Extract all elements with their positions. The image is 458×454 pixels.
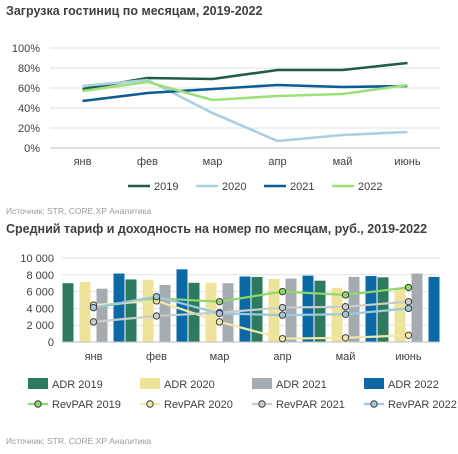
point-RevPAR 2020 bbox=[215, 318, 224, 326]
point-RevPAR 2020 bbox=[278, 334, 287, 343]
chart1-source: Источник: STR, CORE.XP Аналитика bbox=[6, 206, 152, 216]
y-tick-label: 40% bbox=[18, 103, 40, 115]
point-RevPAR 2021 bbox=[278, 303, 287, 312]
legend-label: RevPAR 2019 bbox=[52, 399, 121, 411]
x-tick-label: янв bbox=[85, 351, 103, 363]
bar-ADR 2019 bbox=[125, 279, 137, 342]
series-line-2020 bbox=[82, 78, 408, 143]
y-tick-label: 4 000 bbox=[26, 303, 54, 315]
point-RevPAR 2022 bbox=[152, 292, 161, 301]
bar-ADR 2022 bbox=[428, 276, 440, 342]
x-tick-label: май bbox=[336, 351, 356, 363]
point-RevPAR 2021 bbox=[152, 312, 161, 320]
point-RevPAR 2022 bbox=[341, 310, 350, 318]
legend-marker bbox=[146, 400, 154, 408]
chart2-source: Источник: STR, CORE.XP Аналитика bbox=[6, 436, 152, 446]
x-tick-label: мар bbox=[203, 156, 223, 168]
bar-ADR 2021 bbox=[411, 273, 423, 342]
legend-swatch bbox=[140, 378, 160, 389]
y-tick-label: 0 bbox=[48, 337, 54, 349]
bar-ADR 2021 bbox=[96, 288, 108, 342]
adr-revpar-combo-chart: 0 2 000 4 000 6 000 8 000 10 000 янв фев мар апр м… bbox=[20, 253, 457, 411]
point-RevPAR 2022 bbox=[89, 303, 98, 312]
bar-ADR 2021 bbox=[159, 284, 171, 342]
y-tick-label: 60% bbox=[18, 83, 40, 95]
y-tick-label: 80% bbox=[18, 63, 40, 75]
y-tick-label: 20% bbox=[18, 123, 40, 135]
legend-label: 2019 bbox=[154, 181, 178, 193]
point-RevPAR 2022 bbox=[404, 304, 413, 313]
point-RevPAR 2019 bbox=[278, 287, 287, 296]
bar-ADR 2022 bbox=[176, 269, 188, 342]
point-RevPAR 2021 bbox=[404, 297, 413, 306]
point-RevPAR 2019 bbox=[404, 283, 413, 292]
y-tick-label: 2 000 bbox=[26, 320, 54, 332]
x-tick-label: мар bbox=[210, 351, 230, 363]
occupancy-line-chart: 0% 20% 40% 60% 80% 100% янв фев мар апр май июнь 201… bbox=[12, 43, 440, 193]
point-RevPAR 2022 bbox=[215, 309, 224, 318]
series-line-2022 bbox=[82, 80, 408, 102]
legend-label: 2020 bbox=[222, 181, 246, 193]
y-tick-label: 0% bbox=[24, 143, 40, 155]
legend-marker bbox=[258, 400, 266, 408]
bar-ADR 2019 bbox=[314, 280, 326, 342]
series-line-RevPAR 2019 bbox=[93, 286, 409, 309]
x-tick-label: июнь bbox=[394, 156, 420, 168]
y-tick-label: 10 000 bbox=[20, 253, 54, 265]
bar-ADR 2021 bbox=[348, 276, 360, 342]
series-line-RevPAR 2022 bbox=[93, 295, 409, 317]
y-tick-label: 6 000 bbox=[26, 287, 54, 299]
series-line-RevPAR 2020 bbox=[93, 299, 409, 340]
series-line-RevPAR 2021 bbox=[93, 300, 409, 323]
series-line-2021 bbox=[82, 83, 408, 103]
bar-ADR 2020 bbox=[142, 279, 154, 342]
legend-label: ADR 2020 bbox=[164, 379, 215, 391]
legend-marker bbox=[370, 400, 378, 408]
legend-swatch bbox=[28, 378, 48, 389]
x-tick-label: фев bbox=[146, 351, 167, 363]
bar-ADR 2022 bbox=[239, 276, 251, 342]
chart2-title: Средний тариф и доходность на номер по м… bbox=[6, 222, 428, 236]
legend-swatch bbox=[252, 378, 272, 389]
legend-label: RevPAR 2020 bbox=[164, 399, 233, 411]
legend-label: RevPAR 2022 bbox=[388, 399, 457, 411]
bar-ADR 2021 bbox=[285, 278, 297, 342]
bar-ADR 2020 bbox=[79, 281, 91, 342]
point-RevPAR 2022 bbox=[278, 311, 287, 319]
y-tick-label: 100% bbox=[12, 43, 40, 55]
point-RevPAR 2020 bbox=[341, 334, 350, 342]
x-tick-label: фев bbox=[137, 156, 158, 168]
bar-ADR 2020 bbox=[268, 279, 280, 342]
x-tick-label: апр bbox=[268, 156, 286, 168]
x-tick-label: янв bbox=[74, 156, 92, 168]
bar-ADR 2022 bbox=[365, 276, 377, 342]
legend-label: RevPAR 2021 bbox=[276, 399, 345, 411]
legend-label: 2022 bbox=[358, 181, 382, 193]
legend-label: ADR 2021 bbox=[276, 379, 327, 391]
x-tick-label: май bbox=[333, 156, 353, 168]
bar-ADR 2019 bbox=[62, 283, 74, 342]
point-RevPAR 2019 bbox=[215, 297, 224, 306]
point-RevPAR 2019 bbox=[341, 291, 350, 299]
legend-label: ADR 2019 bbox=[52, 379, 103, 391]
bar-ADR 2020 bbox=[394, 287, 406, 342]
x-tick-label: июнь bbox=[395, 351, 421, 363]
chart1-title: Загрузка гостиниц по месяцам, 2019-2022 bbox=[6, 4, 263, 18]
y-tick-label: 8 000 bbox=[26, 270, 54, 282]
legend-label: 2021 bbox=[290, 181, 314, 193]
legend-marker bbox=[34, 400, 42, 408]
point-RevPAR 2021 bbox=[341, 303, 350, 311]
bar-ADR 2019 bbox=[377, 277, 389, 342]
x-tick-label: апр bbox=[273, 351, 291, 363]
legend-label: ADR 2022 bbox=[388, 379, 439, 391]
point-RevPAR 2020 bbox=[404, 331, 413, 339]
point-RevPAR 2021 bbox=[89, 318, 98, 326]
bar-ADR 2022 bbox=[113, 273, 125, 342]
legend-swatch bbox=[364, 378, 384, 389]
bar-ADR 2022 bbox=[302, 275, 314, 342]
